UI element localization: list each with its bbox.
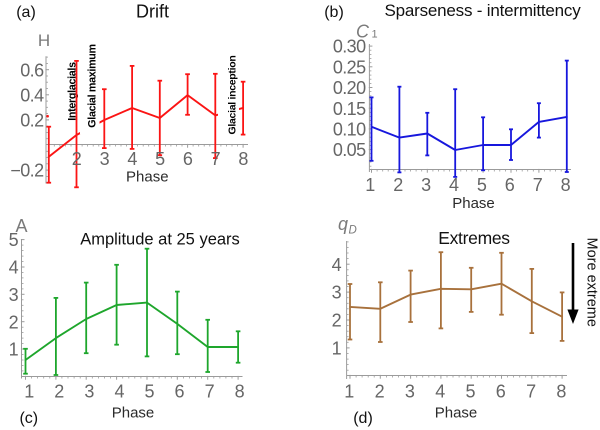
svg-text:3: 3 bbox=[100, 149, 110, 169]
svg-text:1: 1 bbox=[332, 339, 342, 359]
svg-text:1: 1 bbox=[365, 175, 375, 195]
svg-text:1: 1 bbox=[344, 381, 354, 401]
svg-text:(c): (c) bbox=[19, 410, 38, 427]
svg-text:5: 5 bbox=[9, 230, 19, 250]
svg-text:4: 4 bbox=[127, 149, 137, 169]
svg-text:Phase: Phase bbox=[435, 405, 478, 422]
svg-text:0.6: 0.6 bbox=[20, 60, 44, 80]
svg-text:Extremes: Extremes bbox=[438, 228, 510, 248]
svg-text:3: 3 bbox=[84, 381, 94, 401]
svg-text:5: 5 bbox=[465, 381, 475, 401]
svg-text:4: 4 bbox=[449, 175, 459, 195]
svg-text:(b): (b) bbox=[324, 4, 344, 21]
svg-text:6: 6 bbox=[183, 149, 193, 169]
svg-text:0.15: 0.15 bbox=[333, 99, 366, 119]
svg-text:A: A bbox=[15, 216, 27, 236]
svg-text:2: 2 bbox=[393, 175, 403, 195]
svg-text:0.05: 0.05 bbox=[333, 140, 366, 160]
svg-text:0.25: 0.25 bbox=[333, 57, 366, 77]
svg-text:7: 7 bbox=[211, 149, 221, 169]
svg-text:5: 5 bbox=[144, 381, 154, 401]
svg-text:7: 7 bbox=[205, 381, 215, 401]
svg-text:0.10: 0.10 bbox=[333, 120, 366, 140]
svg-text:6: 6 bbox=[505, 175, 515, 195]
svg-text:2: 2 bbox=[9, 312, 19, 332]
svg-text:0.4: 0.4 bbox=[20, 85, 44, 105]
svg-text:Amplitude at 25 years: Amplitude at 25 years bbox=[80, 231, 240, 249]
svg-text:(a): (a) bbox=[16, 4, 36, 21]
svg-text:1: 1 bbox=[24, 381, 34, 401]
svg-text:Phase: Phase bbox=[112, 405, 155, 422]
svg-text:4: 4 bbox=[435, 381, 445, 401]
svg-text:Glacial maximum: Glacial maximum bbox=[87, 44, 99, 127]
svg-text:Sparseness - intermittency: Sparseness - intermittency bbox=[384, 1, 581, 20]
svg-text:7: 7 bbox=[533, 175, 543, 195]
svg-text:5: 5 bbox=[155, 149, 165, 169]
svg-text:0.30: 0.30 bbox=[333, 37, 366, 57]
svg-text:4: 4 bbox=[114, 381, 124, 401]
svg-text:3: 3 bbox=[332, 283, 342, 303]
svg-text:7: 7 bbox=[526, 381, 536, 401]
svg-text:Phase: Phase bbox=[126, 169, 169, 186]
svg-text:Drift: Drift bbox=[136, 2, 169, 22]
svg-text:Glacial inception: Glacial inception bbox=[227, 56, 239, 135]
svg-text:Phase: Phase bbox=[452, 195, 495, 212]
svg-text:3: 3 bbox=[405, 381, 415, 401]
svg-text:(d): (d) bbox=[353, 410, 373, 427]
svg-text:8: 8 bbox=[238, 149, 248, 169]
svg-text:−0.2: −0.2 bbox=[10, 161, 44, 181]
svg-text:2: 2 bbox=[54, 381, 64, 401]
svg-text:1: 1 bbox=[9, 340, 19, 360]
svg-text:8: 8 bbox=[556, 381, 566, 401]
svg-text:4: 4 bbox=[332, 255, 342, 275]
svg-text:2: 2 bbox=[332, 311, 342, 331]
svg-text:More extreme: More extreme bbox=[584, 238, 600, 327]
svg-text:8: 8 bbox=[561, 175, 571, 195]
svg-text:3: 3 bbox=[9, 285, 19, 305]
svg-text:3: 3 bbox=[421, 175, 431, 195]
svg-text:2: 2 bbox=[72, 149, 82, 169]
svg-text:0.2: 0.2 bbox=[20, 111, 44, 131]
svg-text:6: 6 bbox=[174, 381, 184, 401]
svg-text:5: 5 bbox=[477, 175, 487, 195]
svg-text:H: H bbox=[38, 31, 50, 50]
svg-text:6: 6 bbox=[496, 381, 506, 401]
svg-text:0.20: 0.20 bbox=[333, 78, 366, 98]
svg-text:Interglacials: Interglacials bbox=[66, 62, 78, 121]
svg-text:4: 4 bbox=[9, 258, 19, 278]
svg-text:8: 8 bbox=[235, 381, 245, 401]
svg-text:2: 2 bbox=[375, 381, 385, 401]
